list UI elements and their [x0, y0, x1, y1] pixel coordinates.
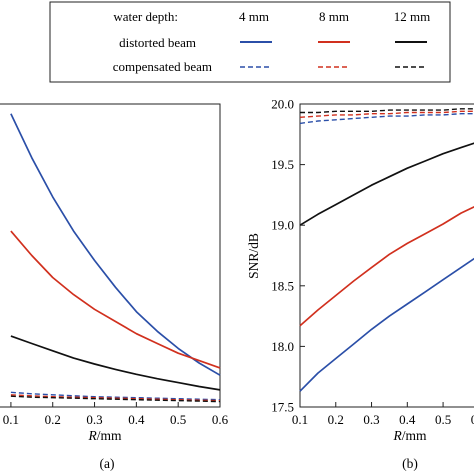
panel-b-x-tick-label: 0.6	[471, 412, 474, 427]
panel-b-x-tick-label: 0.2	[328, 412, 344, 427]
panel-a-frame	[0, 103, 221, 408]
panel-a-x-tick-label: 0.1	[3, 412, 19, 427]
panel-a-series-compensated-4mm	[10, 391, 221, 401]
panel-b-y-tick-label: 19.5	[271, 157, 294, 172]
panel-b-x-title: R/mm	[392, 428, 427, 443]
panel-b-x-tick-label: 0.3	[363, 412, 379, 427]
legend-header: water depth:	[113, 9, 178, 24]
panel-b-series-compensated-4mm	[299, 112, 474, 125]
legend-depth-4mm: 4 mm	[239, 9, 269, 24]
panel-a-x-tick-label: 0.6	[212, 412, 229, 427]
panel-a-label: (a)	[100, 456, 115, 471]
panel-b-label: (b)	[402, 456, 418, 471]
panel-b-y-tick-label: 19.0	[271, 218, 294, 233]
legend-row-distorted: distorted beam	[119, 35, 196, 50]
panel-b-x-tick-label: 0.1	[292, 412, 308, 427]
panel-b-x-unit: /mm	[402, 428, 427, 443]
panel-a-x-unit: /mm	[97, 428, 122, 443]
panel-a-series-distorted-4mm	[10, 113, 221, 376]
panel-a-x-tick-label: 0.5	[170, 412, 186, 427]
panel-b-x-tick-label: 0.5	[435, 412, 451, 427]
panel-a-x-tick-label: 0.4	[128, 412, 145, 427]
panel-b-y-tick-label: 20.0	[271, 97, 294, 112]
panel-a-x-tick-label: 0.3	[86, 412, 102, 427]
panel-a-x-title: R/mm	[87, 428, 122, 443]
panel-b-series-distorted-12mm	[299, 142, 474, 226]
panel-b: 0.1 0.2 0.3 0.4 0.5 0.6 17.5 18.0 18.5 19.0 19.5 2…	[246, 97, 474, 471]
panel-b-series-compensated-12mm	[300, 108, 474, 114]
panel-b-frame	[299, 103, 474, 408]
legend-row-compensated: compensated beam	[113, 59, 212, 74]
panel-b-y-ticks: 17.5 18.0 18.5 19.0 19.5 20.0	[271, 97, 305, 415]
legend-depth-12mm: 12 mm	[394, 9, 430, 24]
legend: water depth: 4 mm 8 mm 12 mm distorted b…	[49, 1, 451, 83]
panel-a-x-ticks: 0.1 0.2 0.3 0.4 0.5 0.6	[3, 402, 229, 427]
panel-a-series-compensated-8mm	[10, 394, 221, 402]
panel-a-series-distorted-12mm	[10, 335, 221, 391]
panel-b-series-compensated-8mm	[299, 110, 474, 118]
panel-b-x-tick-label: 0.4	[399, 412, 416, 427]
panel-a-series-distorted-8mm	[10, 230, 221, 369]
panel-a-x-var: R	[87, 428, 97, 443]
panel-a-series-compensated-12mm	[10, 395, 221, 403]
panel-a: 0.1 0.2 0.3 0.4 0.5 0.6 R/mm (a)	[0, 103, 229, 471]
panel-a-series	[10, 113, 221, 403]
panel-b-y-tick-label: 18.0	[271, 339, 294, 354]
panel-b-x-ticks: 0.1 0.2 0.3 0.4 0.5 0.6	[292, 402, 474, 427]
panel-b-x-var: R	[392, 428, 402, 443]
panel-a-x-tick-label: 0.2	[45, 412, 61, 427]
panel-b-y-title: SNR/dB	[246, 233, 261, 279]
panel-b-y-tick-label: 17.5	[271, 400, 294, 415]
legend-depth-8mm: 8 mm	[319, 9, 349, 24]
panel-b-y-tick-label: 18.5	[271, 278, 294, 293]
panel-b-series-distorted-8mm	[299, 205, 474, 327]
panel-b-series-distorted-4mm	[299, 257, 474, 392]
panel-b-series	[299, 108, 474, 392]
